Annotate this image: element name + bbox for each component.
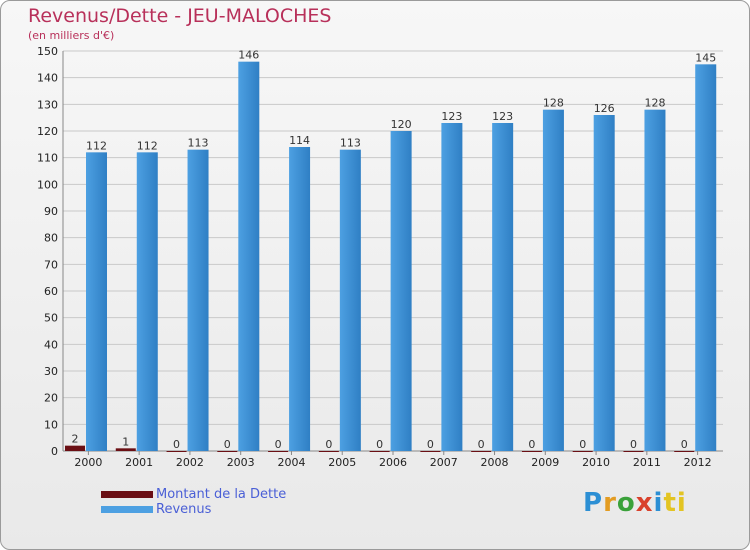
x-tick-label: 2006 — [379, 456, 407, 469]
legend-swatch-debt — [101, 491, 153, 498]
x-tick-label: 2009 — [531, 456, 559, 469]
x-tick-label: 2001 — [125, 456, 153, 469]
x-tick-label: 2000 — [74, 456, 102, 469]
revenue-bar — [238, 61, 260, 452]
debt-bar — [268, 451, 289, 452]
legend-item-revenue: Revenus — [101, 502, 286, 517]
debt-data-label: 0 — [528, 438, 535, 451]
revenue-bar — [136, 152, 158, 452]
x-tick-label: 2003 — [227, 456, 255, 469]
x-tick-label: 2012 — [684, 456, 712, 469]
y-tick-label: 0 — [51, 445, 58, 458]
revenue-data-label: 123 — [441, 110, 462, 123]
revenue-bar — [542, 109, 564, 452]
revenue-data-label: 146 — [238, 49, 259, 62]
debt-data-label: 2 — [72, 433, 79, 446]
debt-data-label: 0 — [478, 438, 485, 451]
debt-data-label: 0 — [275, 438, 282, 451]
x-tick-label: 2005 — [328, 456, 356, 469]
revenue-bar — [492, 123, 514, 451]
revenue-data-label: 112 — [86, 139, 107, 152]
revenue-data-label: 113 — [340, 137, 361, 150]
y-tick-label: 80 — [44, 232, 58, 245]
y-tick-label: 60 — [44, 285, 58, 298]
debt-data-label: 0 — [325, 438, 332, 451]
y-tick-label: 110 — [37, 152, 58, 165]
debt-data-label: 0 — [579, 438, 586, 451]
debt-bar — [623, 451, 644, 452]
legend-swatch-revenue — [101, 506, 153, 513]
logo-letter: ti — [663, 488, 687, 518]
chart-subtitle: (en milliers d'€) — [28, 29, 115, 42]
debt-bar — [471, 451, 492, 452]
y-tick-label: 50 — [44, 312, 58, 325]
revenue-data-label: 128 — [543, 97, 564, 110]
debt-bar — [166, 451, 187, 452]
debt-bar — [674, 451, 695, 452]
revenue-bar — [593, 115, 615, 451]
x-tick-label: 2010 — [582, 456, 610, 469]
debt-data-label: 0 — [427, 438, 434, 451]
x-tick-label: 2011 — [633, 456, 661, 469]
debt-bar — [572, 451, 593, 452]
debt-data-label: 0 — [681, 438, 688, 451]
revenue-bar — [441, 123, 463, 451]
revenue-data-label: 145 — [695, 51, 716, 64]
x-tick-label: 2004 — [277, 456, 305, 469]
x-tick-label: 2008 — [481, 456, 509, 469]
y-tick-label: 20 — [44, 392, 58, 405]
y-tick-label: 150 — [37, 45, 58, 58]
y-tick-label: 120 — [37, 125, 58, 138]
revenue-bar — [390, 131, 412, 451]
y-tick-label: 40 — [44, 338, 58, 351]
revenue-bar — [339, 149, 361, 451]
x-tick-label: 2002 — [176, 456, 204, 469]
proxiti-logo: Proxiti — [583, 488, 687, 518]
y-tick-label: 30 — [44, 365, 58, 378]
debt-bar — [521, 451, 542, 452]
y-tick-label: 70 — [44, 258, 58, 271]
debt-data-label: 0 — [224, 438, 231, 451]
revenue-bar — [86, 152, 107, 452]
y-tick-label: 140 — [37, 72, 58, 85]
debt-bar — [318, 451, 339, 452]
x-tick-label: 2007 — [430, 456, 458, 469]
revenue-bar — [644, 109, 666, 452]
y-tick-label: 100 — [37, 178, 58, 191]
revenue-bar — [695, 64, 717, 452]
logo-letter: x — [635, 488, 654, 518]
logo-letter: i — [653, 488, 664, 518]
debt-data-label: 0 — [376, 438, 383, 451]
legend: Montant de la Dette Revenus — [101, 487, 286, 517]
revenue-bar — [187, 149, 209, 451]
legend-label-revenue: Revenus — [156, 502, 212, 517]
debt-data-label: 0 — [630, 438, 637, 451]
revenue-data-label: 123 — [492, 110, 513, 123]
debt-bar — [420, 451, 441, 452]
revenue-data-label: 126 — [594, 102, 615, 115]
revenue-data-label: 112 — [137, 139, 158, 152]
revenue-bar — [289, 147, 311, 451]
y-tick-label: 10 — [44, 418, 58, 431]
revenue-data-label: 128 — [644, 97, 665, 110]
revenue-data-label: 113 — [188, 137, 209, 150]
logo-letter: o — [616, 488, 636, 518]
chart-title: Revenus/Dette - JEU-MALOCHES — [28, 5, 332, 27]
revenue-data-label: 114 — [289, 134, 310, 147]
y-tick-label: 90 — [44, 205, 58, 218]
debt-data-label: 0 — [173, 438, 180, 451]
debt-bar — [65, 445, 85, 451]
logo-letter: r — [603, 488, 617, 518]
debt-bar — [115, 448, 136, 451]
debt-bar — [217, 451, 238, 452]
debt-data-label: 1 — [122, 435, 129, 448]
debt-bar — [369, 451, 390, 452]
logo-letter: P — [583, 488, 604, 518]
legend-label-debt: Montant de la Dette — [156, 487, 287, 502]
revenue-data-label: 120 — [391, 118, 412, 131]
y-tick-label: 130 — [37, 98, 58, 111]
legend-item-debt: Montant de la Dette — [101, 487, 286, 502]
